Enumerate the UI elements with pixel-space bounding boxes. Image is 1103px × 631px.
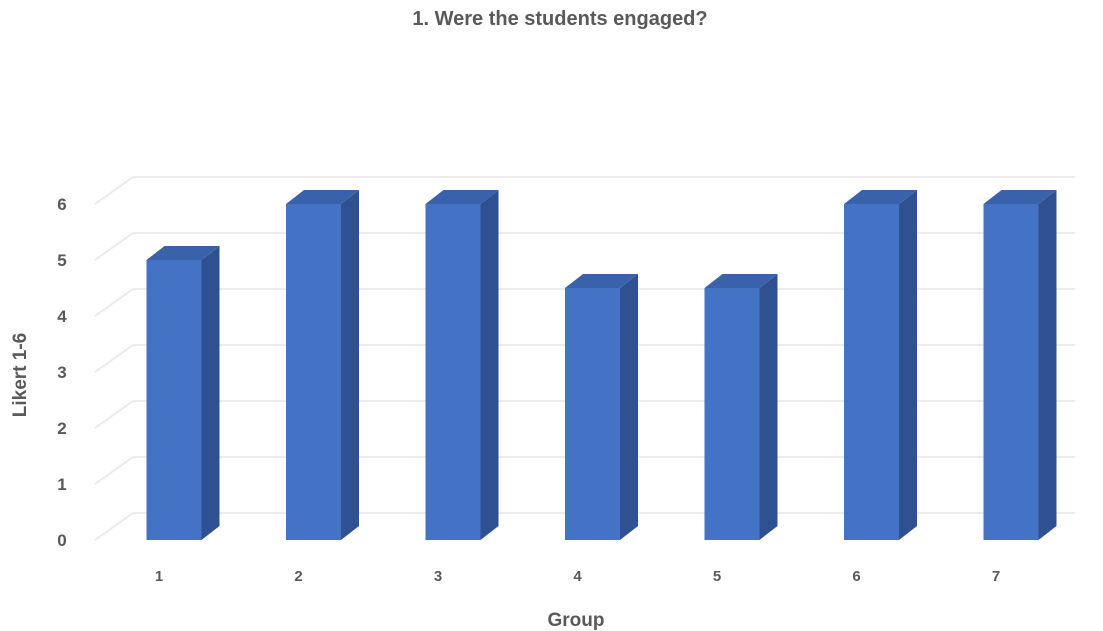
bar-side — [1038, 190, 1057, 540]
x-tick-label: 6 — [852, 568, 860, 585]
bar-side — [341, 190, 359, 540]
bar-top — [704, 274, 778, 288]
y-axis-ticks: 0 1 2 3 4 5 6 — [57, 195, 67, 550]
bar — [286, 190, 359, 540]
gridline-depth — [94, 456, 134, 485]
y-tick-label: 5 — [57, 251, 66, 270]
x-tick-label: 4 — [573, 568, 582, 585]
bar — [844, 190, 917, 540]
bar-front — [844, 204, 899, 540]
bar — [565, 274, 638, 540]
bar-front — [565, 288, 620, 540]
bars — [146, 190, 1057, 540]
x-tick-label: 7 — [992, 568, 1000, 585]
x-tick-label: 5 — [713, 568, 721, 585]
bar-top — [425, 190, 499, 204]
y-axis-label: Likert 1-6 — [10, 333, 31, 417]
y-tick-label: 2 — [57, 419, 66, 438]
bar-front — [983, 204, 1039, 540]
x-tick-label: 2 — [294, 568, 302, 585]
bar-top — [844, 190, 917, 204]
y-tick-label: 3 — [57, 363, 66, 382]
y-tick-label: 0 — [57, 531, 66, 550]
bar — [983, 190, 1057, 540]
bar-front — [704, 288, 760, 540]
x-axis-ticks: 1 2 3 4 5 6 7 — [155, 568, 1000, 585]
y-tick-label: 4 — [57, 307, 67, 326]
bar-front — [286, 204, 341, 540]
bar — [425, 190, 499, 540]
gridline-depth — [94, 176, 134, 205]
bar-top — [286, 190, 359, 204]
chart-title: 1. Were the students engaged? — [412, 8, 707, 30]
bar-top — [565, 274, 638, 288]
bar-side — [201, 246, 220, 540]
gridline-depth — [94, 232, 134, 261]
bar-front — [146, 260, 202, 540]
bar-top — [146, 246, 220, 260]
bar-front — [425, 204, 481, 540]
bar-side — [899, 190, 917, 540]
x-tick-label: 1 — [155, 568, 163, 585]
y-tick-label: 6 — [57, 195, 66, 214]
bar-top — [983, 190, 1057, 204]
x-axis-label: Group — [548, 610, 605, 631]
bar-side — [759, 274, 778, 540]
gridline-depth — [94, 344, 134, 373]
bar — [146, 246, 220, 540]
x-tick-label: 3 — [434, 568, 442, 585]
gridline-depth — [94, 512, 134, 541]
bar-side — [620, 274, 638, 540]
bar — [704, 274, 778, 540]
gridline-depth — [94, 288, 134, 317]
gridline-depth — [94, 400, 134, 429]
y-tick-label: 1 — [57, 475, 66, 494]
bar-side — [480, 190, 499, 540]
